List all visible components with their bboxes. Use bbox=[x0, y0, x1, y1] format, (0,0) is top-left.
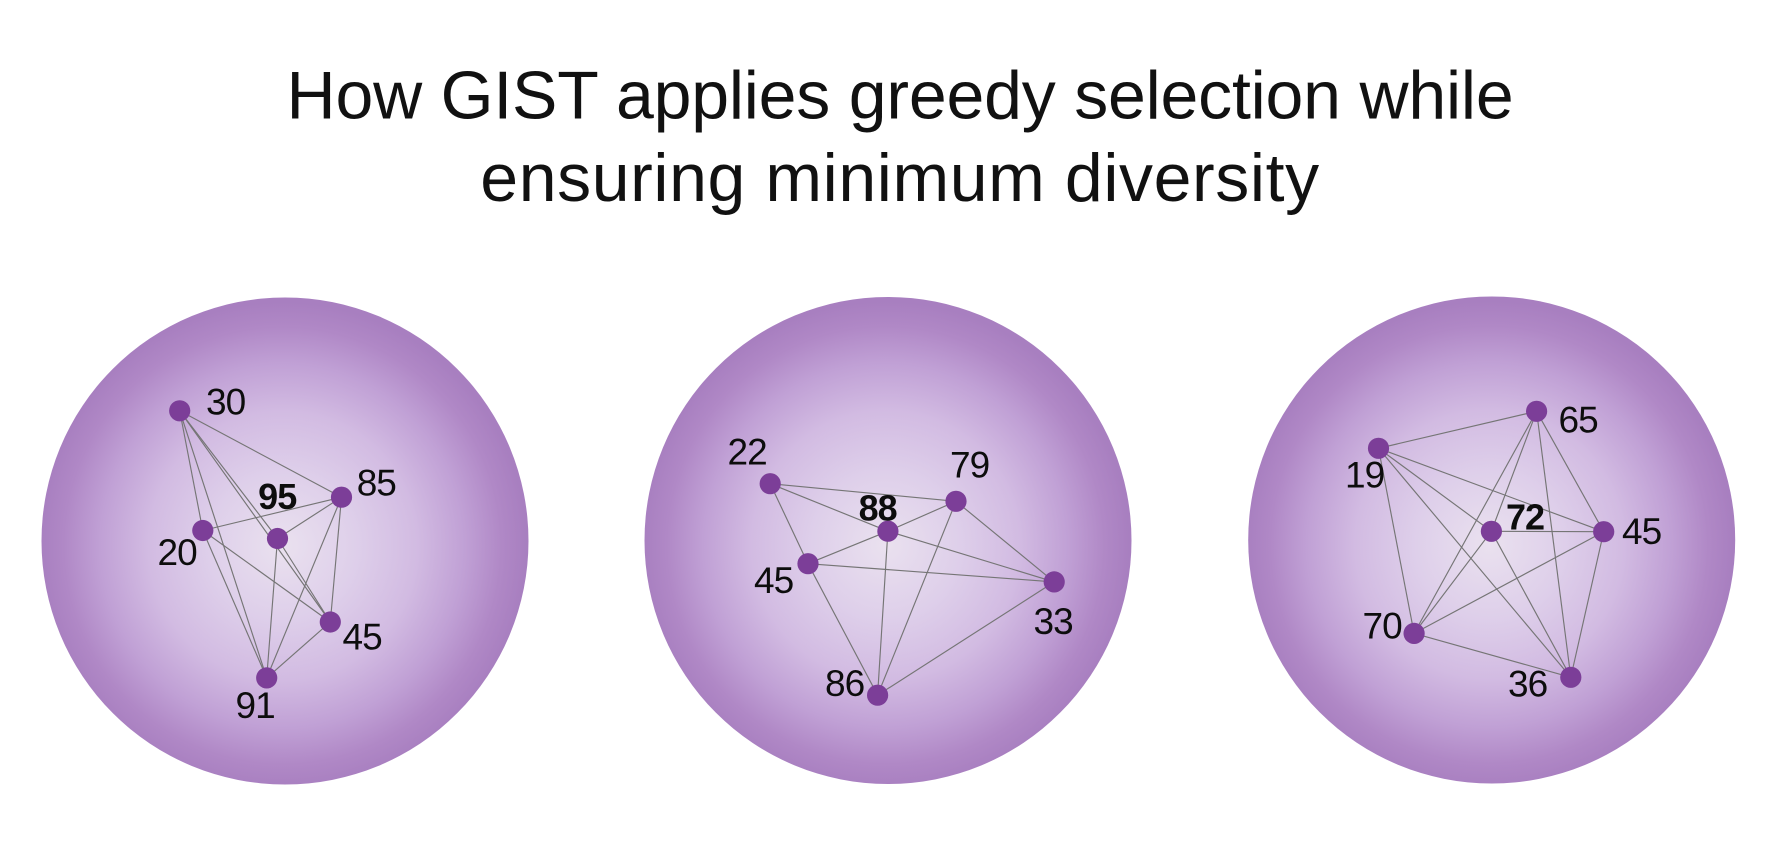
svg-text:20: 20 bbox=[158, 532, 198, 573]
svg-text:45: 45 bbox=[754, 560, 794, 601]
svg-text:91: 91 bbox=[236, 685, 275, 726]
svg-text:85: 85 bbox=[357, 463, 397, 504]
svg-text:19: 19 bbox=[1345, 455, 1384, 496]
svg-text:45: 45 bbox=[343, 617, 383, 658]
svg-text:86: 86 bbox=[825, 663, 864, 704]
svg-text:How GIST applies greedy select: How GIST applies greedy selection while bbox=[287, 58, 1514, 134]
svg-text:ensuring minimum diversity: ensuring minimum diversity bbox=[480, 140, 1319, 216]
svg-text:88: 88 bbox=[859, 488, 897, 529]
svg-text:45: 45 bbox=[1622, 511, 1662, 552]
svg-text:95: 95 bbox=[258, 476, 297, 517]
svg-text:72: 72 bbox=[1506, 497, 1544, 538]
svg-text:30: 30 bbox=[206, 382, 246, 423]
svg-text:22: 22 bbox=[728, 432, 767, 473]
svg-text:65: 65 bbox=[1559, 400, 1599, 441]
svg-text:36: 36 bbox=[1508, 664, 1547, 705]
svg-text:70: 70 bbox=[1363, 606, 1403, 647]
svg-text:33: 33 bbox=[1034, 601, 1073, 642]
svg-text:79: 79 bbox=[950, 445, 989, 486]
